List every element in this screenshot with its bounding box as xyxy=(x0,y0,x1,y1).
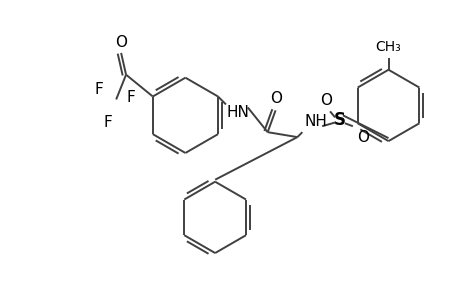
Text: CH₃: CH₃ xyxy=(375,40,401,54)
Text: HN: HN xyxy=(226,105,249,120)
Text: O: O xyxy=(319,93,331,108)
Text: O: O xyxy=(356,130,368,145)
Text: F: F xyxy=(104,115,112,130)
Text: S: S xyxy=(333,111,345,129)
Text: O: O xyxy=(115,35,127,50)
Text: F: F xyxy=(95,82,103,97)
Text: O: O xyxy=(270,92,282,106)
Text: NH: NH xyxy=(304,114,326,129)
Text: F: F xyxy=(126,90,134,105)
